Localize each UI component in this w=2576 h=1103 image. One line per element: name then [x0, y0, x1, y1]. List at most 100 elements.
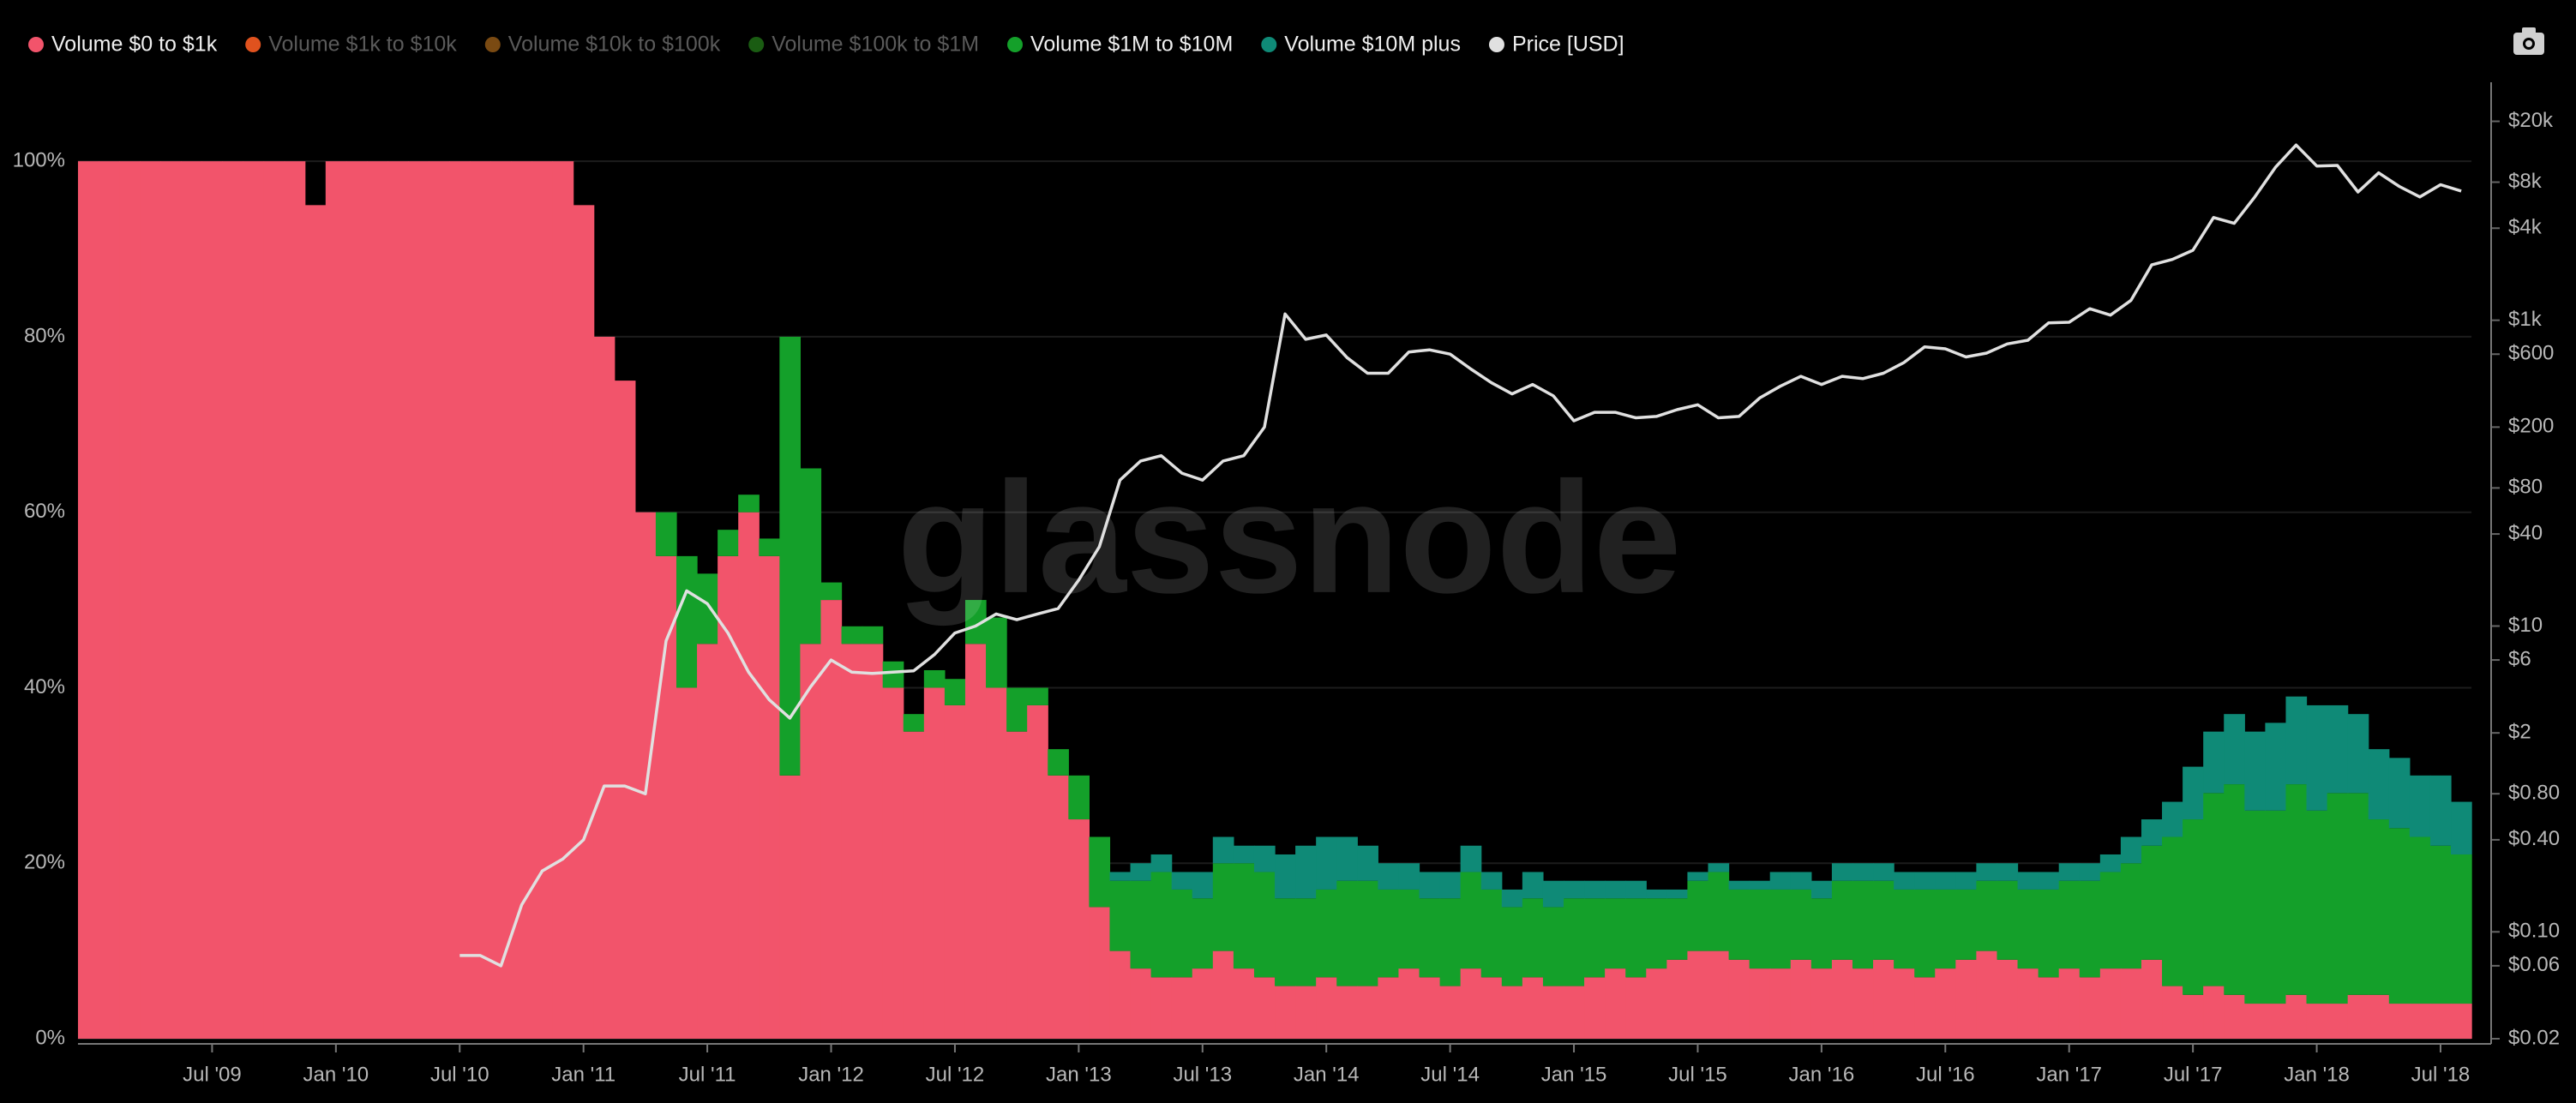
x-tick-label: Jan '13 [1046, 1063, 1112, 1086]
legend-item[interactable]: Price [USD] [1488, 33, 1624, 57]
volume-bar [2183, 819, 2204, 995]
volume-bar [2244, 731, 2266, 811]
legend-item[interactable]: Volume $1M to $10M [1007, 33, 1233, 57]
volume-bar [429, 161, 450, 1039]
volume-bar [2368, 994, 2390, 1039]
volume-bar [1439, 986, 1462, 1039]
volume-bar [1460, 968, 1482, 1039]
legend-marker [484, 37, 501, 52]
volume-bar [676, 687, 698, 1039]
volume-bar [2409, 1004, 2431, 1039]
volume-bar [1831, 863, 1853, 881]
volume-bar [1253, 845, 1276, 872]
volume-bar [119, 161, 141, 1039]
volume-bar [408, 161, 429, 1039]
volume-bar [697, 644, 718, 1039]
y-tick-label: 20% [24, 851, 65, 874]
volume-bar [1728, 959, 1750, 1039]
volume-bar [1295, 845, 1317, 899]
volume-bar [2141, 819, 2163, 846]
volume-bar [1336, 836, 1358, 881]
volume-bar [903, 714, 925, 732]
volume-bar [1976, 950, 1998, 1039]
legend-item[interactable]: Volume $0 to $1k [28, 33, 218, 57]
volume-bar [2451, 1004, 2472, 1039]
volume-bar [2224, 714, 2245, 785]
volume-bar [676, 555, 698, 688]
price-line [459, 143, 2462, 968]
volume-bar [1295, 986, 1317, 1039]
volume-bar [181, 161, 202, 1039]
volume-bar [1749, 968, 1771, 1039]
volume-bar [1894, 968, 1915, 1039]
volume-bar [2017, 872, 2039, 890]
volume-bar [2141, 845, 2163, 960]
volume-bar [2306, 704, 2328, 811]
volume-bar [2306, 1004, 2328, 1039]
volume-bar [2327, 704, 2349, 794]
volume-bar [2347, 793, 2369, 995]
volume-bar [1130, 968, 1152, 1039]
volume-bar [243, 161, 265, 1039]
volume-bar [1501, 907, 1523, 986]
x-tick-label: Jan '15 [1541, 1063, 1607, 1086]
volume-bar [2120, 968, 2142, 1039]
volume-bar [1873, 880, 1894, 960]
volume-bar [1625, 898, 1647, 978]
volume-bar [1584, 977, 1606, 1039]
volume-bar [944, 704, 966, 1039]
volume-bar [1976, 863, 1998, 881]
volume-bar [2162, 801, 2183, 837]
volume-bar [2285, 696, 2308, 785]
volume-bar [77, 161, 99, 1039]
y-tick-label: 80% [24, 324, 65, 347]
volume-bar [986, 687, 1007, 1039]
camera-top [2522, 27, 2536, 34]
legend-item[interactable]: Volume $100k to $1M [748, 33, 979, 57]
volume-bar [882, 661, 904, 688]
volume-bar [1253, 872, 1276, 978]
volume-bar [655, 555, 677, 1039]
volume-bar [1769, 872, 1792, 890]
y2-tick-label: $40 [2508, 521, 2543, 544]
volume-bar [1790, 872, 1812, 890]
volume-bar [2244, 810, 2266, 1004]
volume-bar [2099, 872, 2122, 969]
legend-label: Volume $10k to $100k [508, 33, 721, 57]
volume-bar [1605, 880, 1626, 899]
camera-icon[interactable] [2513, 27, 2544, 55]
volume-bar [2244, 1004, 2266, 1039]
volume-bar [800, 468, 822, 644]
y2-tick-label: $600 [2508, 342, 2554, 365]
y-tick-label: 60% [24, 500, 65, 523]
volume-bar [222, 161, 244, 1039]
legend-item[interactable]: Volume $10M plus [1261, 33, 1461, 57]
volume-bar [1150, 977, 1173, 1039]
volume-bar [1646, 898, 1667, 969]
volume-bar [573, 205, 595, 1039]
volume-bar [1728, 880, 1750, 890]
volume-bar [2203, 793, 2225, 986]
volume-bar [1419, 872, 1441, 899]
volume-bar [779, 775, 802, 1039]
volume-bar [759, 555, 780, 1039]
volume-bar [1997, 880, 2019, 960]
volume-bar [345, 161, 368, 1039]
volume-bar [1976, 880, 1998, 951]
volume-bar [1316, 836, 1337, 890]
volume-bar [1955, 959, 1978, 1039]
volume-bar [2451, 801, 2472, 854]
volume-bar [1171, 872, 1193, 890]
y2-tick-label: $8k [2508, 170, 2543, 193]
legend-label: Volume $1k to $10k [268, 33, 457, 57]
volume-bar [2203, 731, 2225, 794]
volume-bar [1109, 950, 1132, 1039]
legend-marker [1007, 37, 1024, 52]
volume-bar [820, 582, 843, 601]
legend-item[interactable]: Volume $10k to $100k [484, 33, 721, 57]
volume-bar [1646, 889, 1667, 899]
volume-bar [1439, 872, 1462, 899]
legend-item[interactable]: Volume $1k to $10k [245, 33, 457, 57]
volume-bar [1894, 889, 1915, 969]
